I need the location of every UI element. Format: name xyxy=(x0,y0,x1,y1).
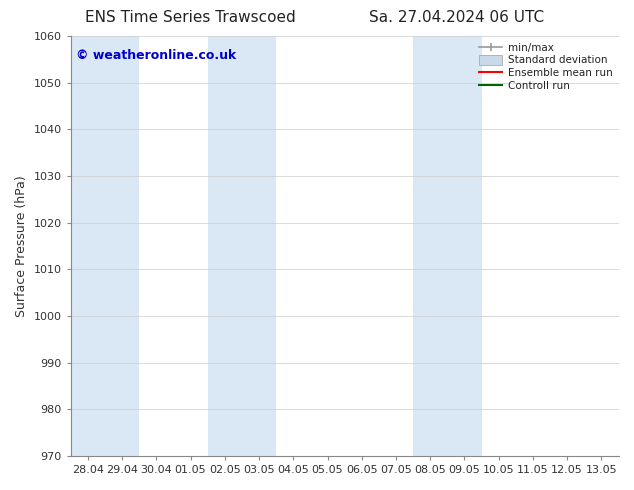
Text: © weatheronline.co.uk: © weatheronline.co.uk xyxy=(76,49,236,62)
Text: ENS Time Series Trawscoed: ENS Time Series Trawscoed xyxy=(85,10,295,25)
Text: Sa. 27.04.2024 06 UTC: Sa. 27.04.2024 06 UTC xyxy=(369,10,544,25)
Bar xyxy=(71,36,139,456)
Y-axis label: Surface Pressure (hPa): Surface Pressure (hPa) xyxy=(15,175,28,317)
Legend: min/max, Standard deviation, Ensemble mean run, Controll run: min/max, Standard deviation, Ensemble me… xyxy=(476,38,616,95)
Bar xyxy=(413,36,482,456)
Bar xyxy=(208,36,276,456)
